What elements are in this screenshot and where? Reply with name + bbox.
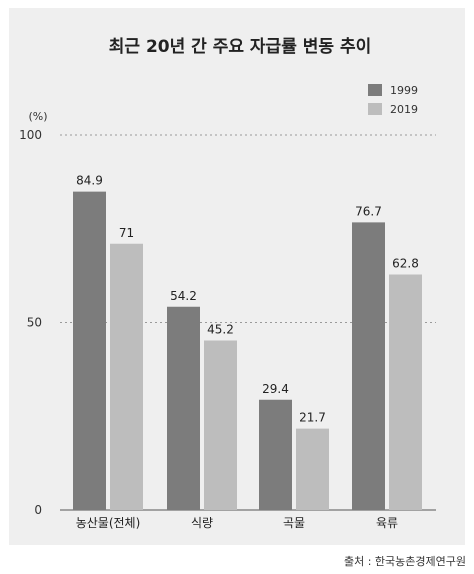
legend-label: 1999 <box>390 84 418 97</box>
bar-2019 <box>296 428 329 510</box>
y-tick-label: 0 <box>34 503 42 517</box>
bar-2019 <box>110 243 143 510</box>
y-axis-label: (%) <box>28 110 47 123</box>
bar-1999 <box>167 306 200 510</box>
data-label: 29.4 <box>262 382 289 396</box>
bar-2019 <box>204 340 237 510</box>
data-label: 54.2 <box>170 289 197 303</box>
y-tick-label: 50 <box>27 316 42 330</box>
source-note: 출처 : 한국농촌경제연구원 <box>343 555 466 568</box>
x-tick-label: 식량 <box>191 516 213 530</box>
bar-1999 <box>352 222 385 510</box>
legend-swatch-2019 <box>368 103 382 115</box>
legend-label: 2019 <box>390 103 418 116</box>
data-label: 84.9 <box>76 174 103 188</box>
data-label: 45.2 <box>207 323 234 337</box>
data-label: 71 <box>119 226 134 240</box>
legend-swatch-1999 <box>368 84 382 96</box>
data-label: 62.8 <box>392 257 419 271</box>
bar-1999 <box>73 191 106 510</box>
y-tick-label: 100 <box>19 128 42 142</box>
bar-1999 <box>259 399 292 510</box>
chart-title: 최근 20년 간 주요 자급률 변동 추이 <box>109 37 372 57</box>
data-label: 21.7 <box>299 411 326 425</box>
x-tick-label: 육류 <box>376 516 398 530</box>
bar-2019 <box>389 274 422 510</box>
x-tick-label: 곡물 <box>283 516 305 530</box>
data-label: 76.7 <box>355 204 382 218</box>
x-tick-label: 농산물(전체) <box>76 516 141 530</box>
